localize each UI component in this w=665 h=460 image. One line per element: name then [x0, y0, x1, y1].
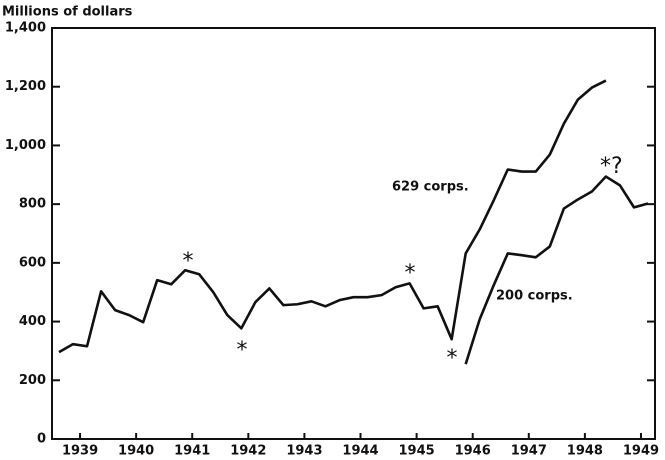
- y-tick-label: 1,400: [5, 21, 46, 36]
- annotation: *: [447, 346, 458, 371]
- y-tick-label: 200: [19, 373, 46, 388]
- x-tick-label: 1943: [286, 444, 322, 459]
- annotation: *: [405, 261, 416, 286]
- x-tick-label: 1947: [511, 444, 547, 459]
- x-tick-label: 1941: [174, 444, 210, 459]
- annotation: *?: [600, 154, 623, 179]
- annotation: *: [237, 338, 248, 363]
- series-label: 629 corps.: [392, 180, 469, 195]
- series-line: [464, 175, 649, 365]
- y-tick-label: 600: [19, 255, 46, 270]
- annotation: *: [183, 249, 194, 274]
- x-tick-label: 1944: [342, 444, 378, 459]
- y-axis-label: Millions of dollars: [2, 5, 133, 20]
- x-tick-label: 1946: [455, 444, 491, 459]
- y-tick-label: 800: [19, 197, 46, 212]
- x-tick-label: 1949: [623, 444, 659, 459]
- y-tick-label: 1,000: [5, 138, 46, 153]
- plot-frame: [51, 27, 656, 440]
- x-tick-label: 1942: [230, 444, 266, 459]
- y-tick-label: 1,200: [5, 79, 46, 94]
- x-tick-label: 1939: [62, 444, 98, 459]
- series-line: [58, 79, 607, 354]
- y-tick-label: 400: [19, 314, 46, 329]
- x-tick-label: 1940: [118, 444, 154, 459]
- series-label: 200 corps.: [496, 289, 573, 304]
- x-tick-label: 1945: [399, 444, 435, 459]
- x-tick-label: 1948: [567, 444, 603, 459]
- y-tick-label: 0: [37, 432, 46, 447]
